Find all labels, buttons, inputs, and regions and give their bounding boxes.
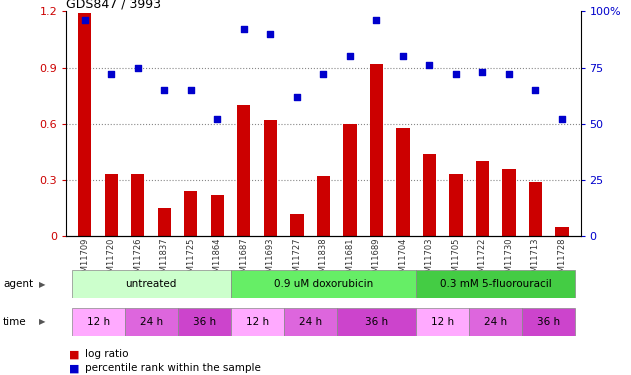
Point — [239, 26, 249, 32]
Text: 12 h: 12 h — [245, 316, 269, 327]
Text: ■: ■ — [69, 350, 80, 359]
Point — [106, 71, 116, 77]
Point — [345, 53, 355, 59]
Point — [186, 87, 196, 93]
Bar — [177, 308, 230, 336]
Bar — [416, 308, 469, 336]
Bar — [264, 120, 277, 236]
Point — [133, 64, 143, 70]
Text: ■: ■ — [69, 363, 80, 373]
Point — [80, 17, 90, 23]
Text: agent: agent — [3, 279, 33, 289]
Bar — [449, 174, 463, 236]
Bar — [317, 176, 330, 236]
Bar — [230, 270, 416, 298]
Text: ▶: ▶ — [39, 280, 45, 289]
Point — [531, 87, 541, 93]
Text: time: time — [3, 316, 27, 327]
Point — [557, 116, 567, 122]
Point — [372, 17, 382, 23]
Bar — [343, 124, 357, 236]
Text: 36 h: 36 h — [365, 316, 388, 327]
Point — [159, 87, 169, 93]
Bar — [370, 64, 383, 236]
Text: 36 h: 36 h — [192, 316, 216, 327]
Bar — [124, 308, 177, 336]
Bar — [290, 214, 304, 236]
Point — [504, 71, 514, 77]
Bar — [469, 308, 522, 336]
Bar — [522, 308, 575, 336]
Bar — [476, 161, 489, 236]
Text: 12 h: 12 h — [431, 316, 454, 327]
Point — [398, 53, 408, 59]
Bar — [423, 154, 436, 236]
Text: untreated: untreated — [126, 279, 177, 289]
Point — [451, 71, 461, 77]
Bar — [555, 227, 569, 236]
Text: 24 h: 24 h — [298, 316, 322, 327]
Text: 24 h: 24 h — [139, 316, 163, 327]
Text: 24 h: 24 h — [484, 316, 507, 327]
Bar — [230, 308, 283, 336]
Bar — [337, 308, 416, 336]
Text: log ratio: log ratio — [85, 350, 129, 359]
Bar — [237, 105, 251, 236]
Text: ▶: ▶ — [39, 317, 45, 326]
Text: 36 h: 36 h — [537, 316, 560, 327]
Bar — [502, 169, 516, 236]
Bar — [78, 13, 91, 236]
Text: 0.3 mM 5-fluorouracil: 0.3 mM 5-fluorouracil — [440, 279, 551, 289]
Point — [478, 69, 488, 75]
Bar — [416, 270, 575, 298]
Point — [265, 31, 275, 37]
Bar — [184, 191, 198, 236]
Bar — [211, 195, 224, 236]
Bar — [158, 208, 171, 236]
Bar — [283, 308, 337, 336]
Text: GDS847 / 3993: GDS847 / 3993 — [66, 0, 162, 10]
Point — [425, 62, 435, 68]
Bar — [529, 182, 542, 236]
Bar — [71, 270, 230, 298]
Text: 0.9 uM doxorubicin: 0.9 uM doxorubicin — [274, 279, 373, 289]
Point — [319, 71, 329, 77]
Bar — [131, 174, 144, 236]
Text: 12 h: 12 h — [86, 316, 110, 327]
Bar — [105, 174, 118, 236]
Point — [292, 94, 302, 100]
Bar — [396, 128, 410, 236]
Bar — [71, 308, 124, 336]
Text: percentile rank within the sample: percentile rank within the sample — [85, 363, 261, 373]
Point — [212, 116, 222, 122]
